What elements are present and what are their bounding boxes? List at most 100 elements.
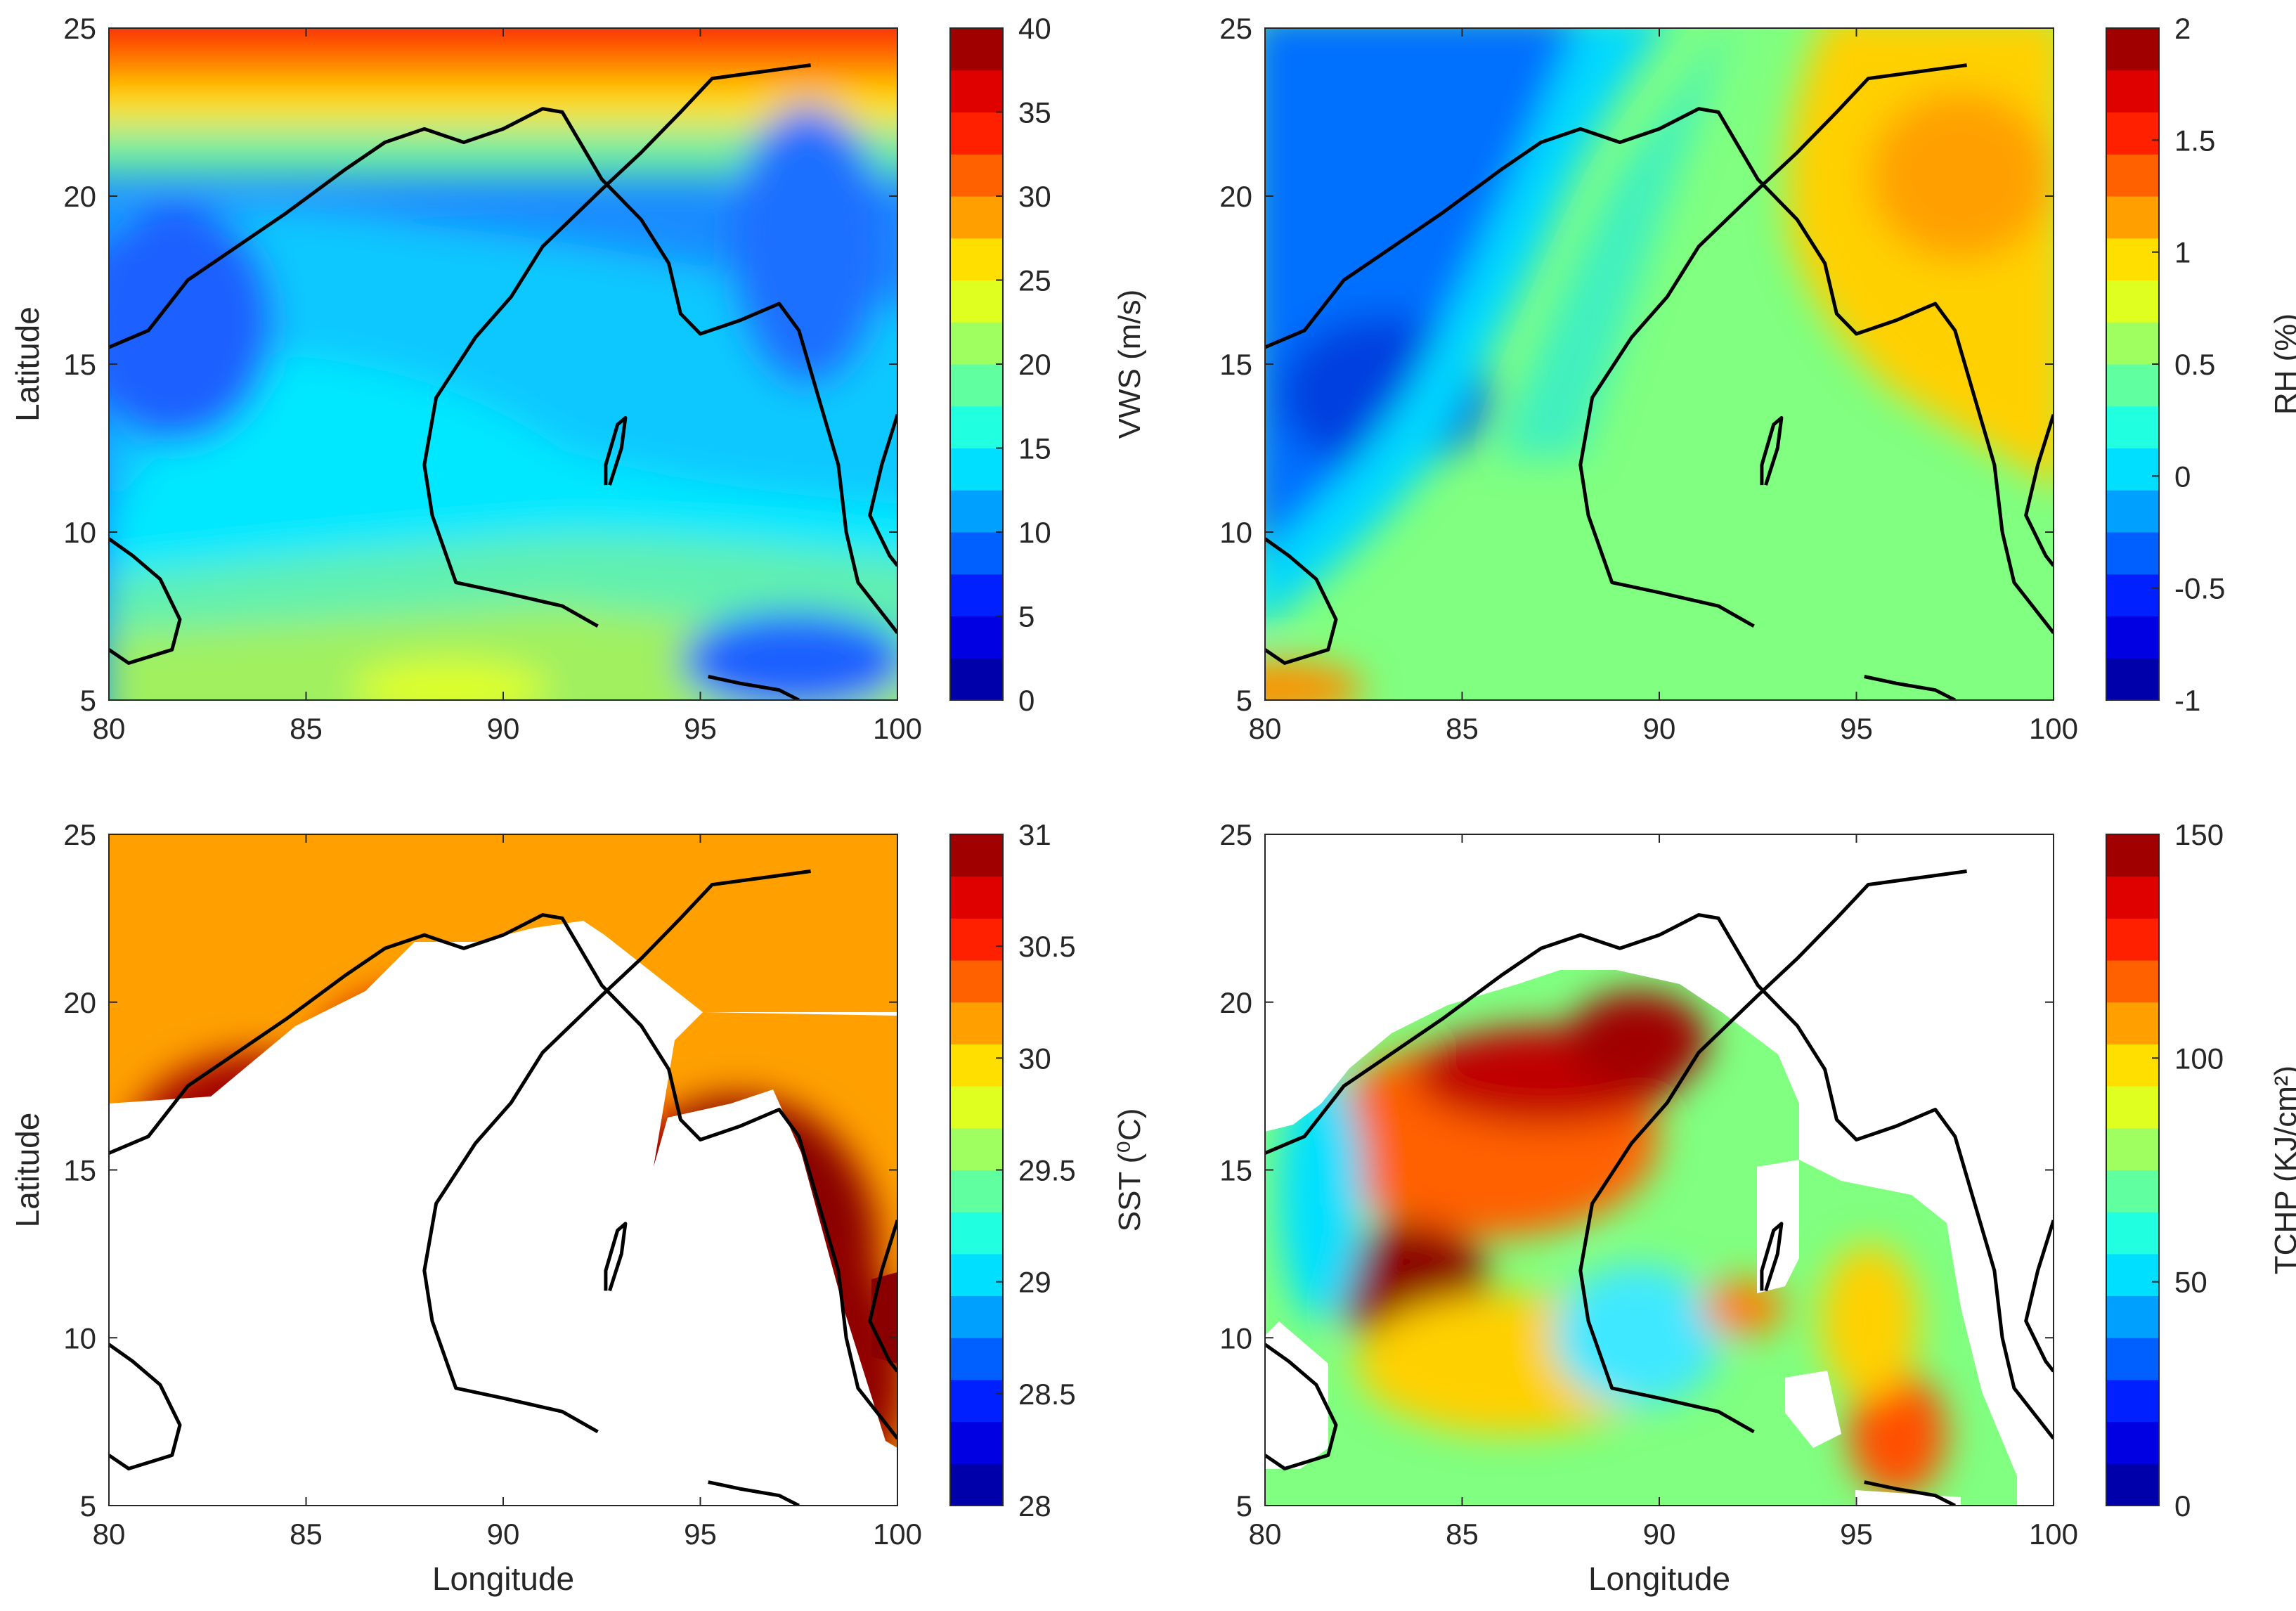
y-tick-label: 5 [80, 684, 96, 717]
y-tick-label: 10 [63, 516, 96, 549]
colorbar-tick-label: 29.5 [1018, 1154, 1076, 1187]
vws-field [109, 28, 897, 700]
colorbar-label: VWS (m/s) [1113, 290, 1147, 439]
malay-coast-line [2024, 413, 2054, 567]
colorbar-swatch [2106, 532, 2159, 575]
sst-land-mask [109, 834, 897, 1506]
colorbar-tick-label: 31 [1018, 818, 1051, 851]
colorbar-swatch [2106, 280, 2159, 323]
sri-lanka-outline [109, 1342, 182, 1470]
colorbar-frame [2106, 834, 2160, 1506]
colorbar-swatch [2106, 448, 2159, 491]
colorbar-swatch [2106, 1253, 2159, 1297]
coastline-south-line [1864, 1480, 1956, 1506]
colorbar-tick-label: 0.5 [2174, 348, 2215, 381]
cyclone-track-line [422, 63, 811, 628]
colorbar-tick-label: 25 [1018, 264, 1051, 297]
x-tick-label: 80 [93, 712, 126, 745]
y-tick-label: 10 [63, 1321, 96, 1354]
cyclone-track-line [1578, 869, 1967, 1434]
colorbar-swatch [2106, 960, 2159, 1003]
andaman-outline [604, 416, 628, 486]
chart-1-overlays [109, 63, 897, 700]
colorbar-swatch [2106, 490, 2159, 533]
sri-lanka-outline [109, 537, 182, 665]
colorbar-swatch [950, 658, 1003, 701]
y-tick-label: 20 [1219, 986, 1252, 1019]
colorbar-swatch [2106, 1379, 2159, 1423]
colorbar-swatch [2106, 154, 2159, 197]
colorbar-swatch [2106, 1338, 2159, 1380]
y-tick-label: 10 [1219, 516, 1252, 549]
colorbar-tick-label: 100 [2174, 1042, 2224, 1075]
x-tick-label: 80 [1249, 712, 1282, 745]
colorbar-swatch [2106, 196, 2159, 239]
colorbar-tick-label: 1 [2174, 236, 2191, 269]
overlay-layer [109, 63, 2054, 1506]
y-tick-label: 15 [1219, 1154, 1252, 1187]
sri-lanka-outline [1265, 537, 1338, 665]
colorbar-swatch [2106, 1002, 2159, 1044]
x-tick-label: 100 [2029, 712, 2078, 745]
tchp-field [1265, 834, 2054, 1506]
colorbar-tick-label: 28 [1018, 1489, 1051, 1522]
colorbar-tick-label: 15 [1018, 432, 1051, 465]
colorbar-swatch [950, 280, 1003, 323]
colorbar-swatch [2106, 70, 2159, 112]
colorbar-swatch [950, 238, 1003, 280]
y-tick-label: 5 [1236, 1489, 1252, 1522]
colorbar-tick-label: 30 [1018, 1042, 1051, 1075]
andaman-outline [1760, 1222, 1784, 1292]
coastline-south-line [708, 1480, 800, 1506]
colorbar-swatch [2106, 1044, 2159, 1087]
colorbar-swatch [950, 918, 1003, 961]
y-tick-label: 25 [1219, 12, 1252, 45]
y-tick-label: 15 [1219, 348, 1252, 381]
y-tick-label: 20 [63, 180, 96, 213]
rh-field [1265, 28, 2054, 700]
colorbar-label: RH (%) [2269, 313, 2296, 415]
colorbar-swatch [950, 196, 1003, 239]
chart-3-axes: 80 85 90 95 100 5 10 15 20 25 Longitude Latitude [9, 818, 922, 1597]
colorbar-swatch [2106, 238, 2159, 280]
colorbar-tick-label: 30 [1018, 180, 1051, 213]
colorbar-swatch [2106, 1086, 2159, 1129]
colorbar-swatch [950, 112, 1003, 155]
colorbar-swatch [950, 1463, 1003, 1506]
colorbar-swatch [950, 322, 1003, 365]
coastline-line [109, 107, 897, 634]
colorbar-tick-label: 50 [2174, 1266, 2207, 1299]
sri-lanka-outline [1265, 1342, 1338, 1470]
colorbar-swatch [950, 1421, 1003, 1464]
colorbar-tick-label: 30.5 [1018, 930, 1076, 963]
colorbar-swatch [2106, 1463, 2159, 1506]
y-tick-label: 25 [63, 818, 96, 851]
colorbar-swatch [950, 1379, 1003, 1423]
colorbar-swatch [950, 1044, 1003, 1087]
colorbar-swatch [2106, 1295, 2159, 1338]
colorbar-swatch [950, 616, 1003, 659]
colorbar-swatch [950, 1212, 1003, 1255]
x-tick-label: 90 [487, 712, 520, 745]
colorbar-swatch [950, 1253, 1003, 1297]
x-tick-label: 85 [290, 712, 323, 745]
colorbar-swatch [950, 834, 1003, 877]
andaman-outline [1760, 416, 1784, 486]
cyclone-track-line [1578, 63, 1967, 628]
colorbar-swatch [2106, 1127, 2159, 1170]
x-tick-label: 85 [290, 1518, 323, 1551]
y-tick-label: 10 [1219, 1321, 1252, 1354]
y-tick-label: 25 [63, 12, 96, 45]
colorbar-swatch [2106, 1212, 2159, 1255]
colorbar-swatch [950, 154, 1003, 197]
colorbar-swatch [950, 70, 1003, 112]
colorbar-swatch [2106, 574, 2159, 616]
x-tick-label: 85 [1446, 1518, 1479, 1551]
x-tick-label: 100 [2029, 1518, 2078, 1551]
colorbar-swatch [950, 490, 1003, 533]
panel-rh [1265, 28, 2054, 700]
colorbar-tick-label: -0.5 [2174, 572, 2225, 605]
colorbar-tick-label: 10 [1018, 516, 1051, 549]
colorbar-tick-label: 0 [1018, 684, 1035, 717]
